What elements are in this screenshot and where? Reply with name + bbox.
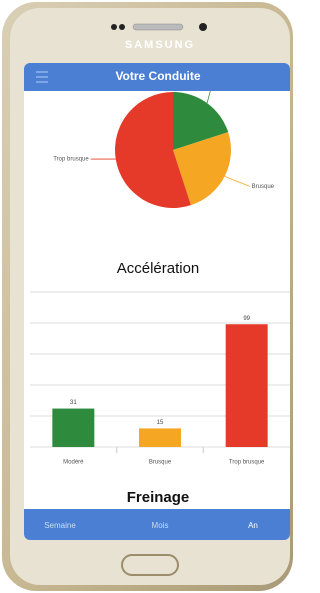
pie-label: Trop brusque	[53, 157, 89, 163]
section-title: Freinage	[127, 489, 190, 506]
bar	[139, 428, 181, 447]
x-tick-label: Modéré	[63, 460, 84, 466]
value-label: 15	[157, 420, 164, 426]
speaker	[133, 24, 183, 30]
brand: SAMSUNG	[125, 39, 195, 51]
page: {"device": {"brand": "SAMSUNG"}, "header…	[0, 0, 295, 593]
phone: SAMSUNG Brusque Trop brusque Votre Condui…	[0, 0, 295, 593]
value-label: 31	[70, 400, 77, 406]
pie-label: Brusque	[252, 184, 275, 190]
sensor	[111, 24, 117, 30]
screen: Brusque Trop brusque Votre Conduite Accél…	[24, 63, 290, 540]
bar	[226, 324, 268, 447]
bar	[52, 409, 94, 447]
tab[interactable]: Mois	[152, 521, 169, 530]
camera	[199, 23, 207, 31]
sensor	[119, 24, 125, 30]
tab[interactable]: An	[248, 521, 258, 530]
chart-title: Accélération	[117, 260, 200, 277]
menu-icon[interactable]	[36, 71, 48, 83]
x-tick-label: Trop brusque	[229, 460, 265, 466]
x-tick-label: Brusque	[149, 460, 172, 466]
header-title: Votre Conduite	[115, 69, 200, 83]
value-label: 99	[243, 316, 250, 322]
tab[interactable]: Semaine	[44, 521, 76, 530]
